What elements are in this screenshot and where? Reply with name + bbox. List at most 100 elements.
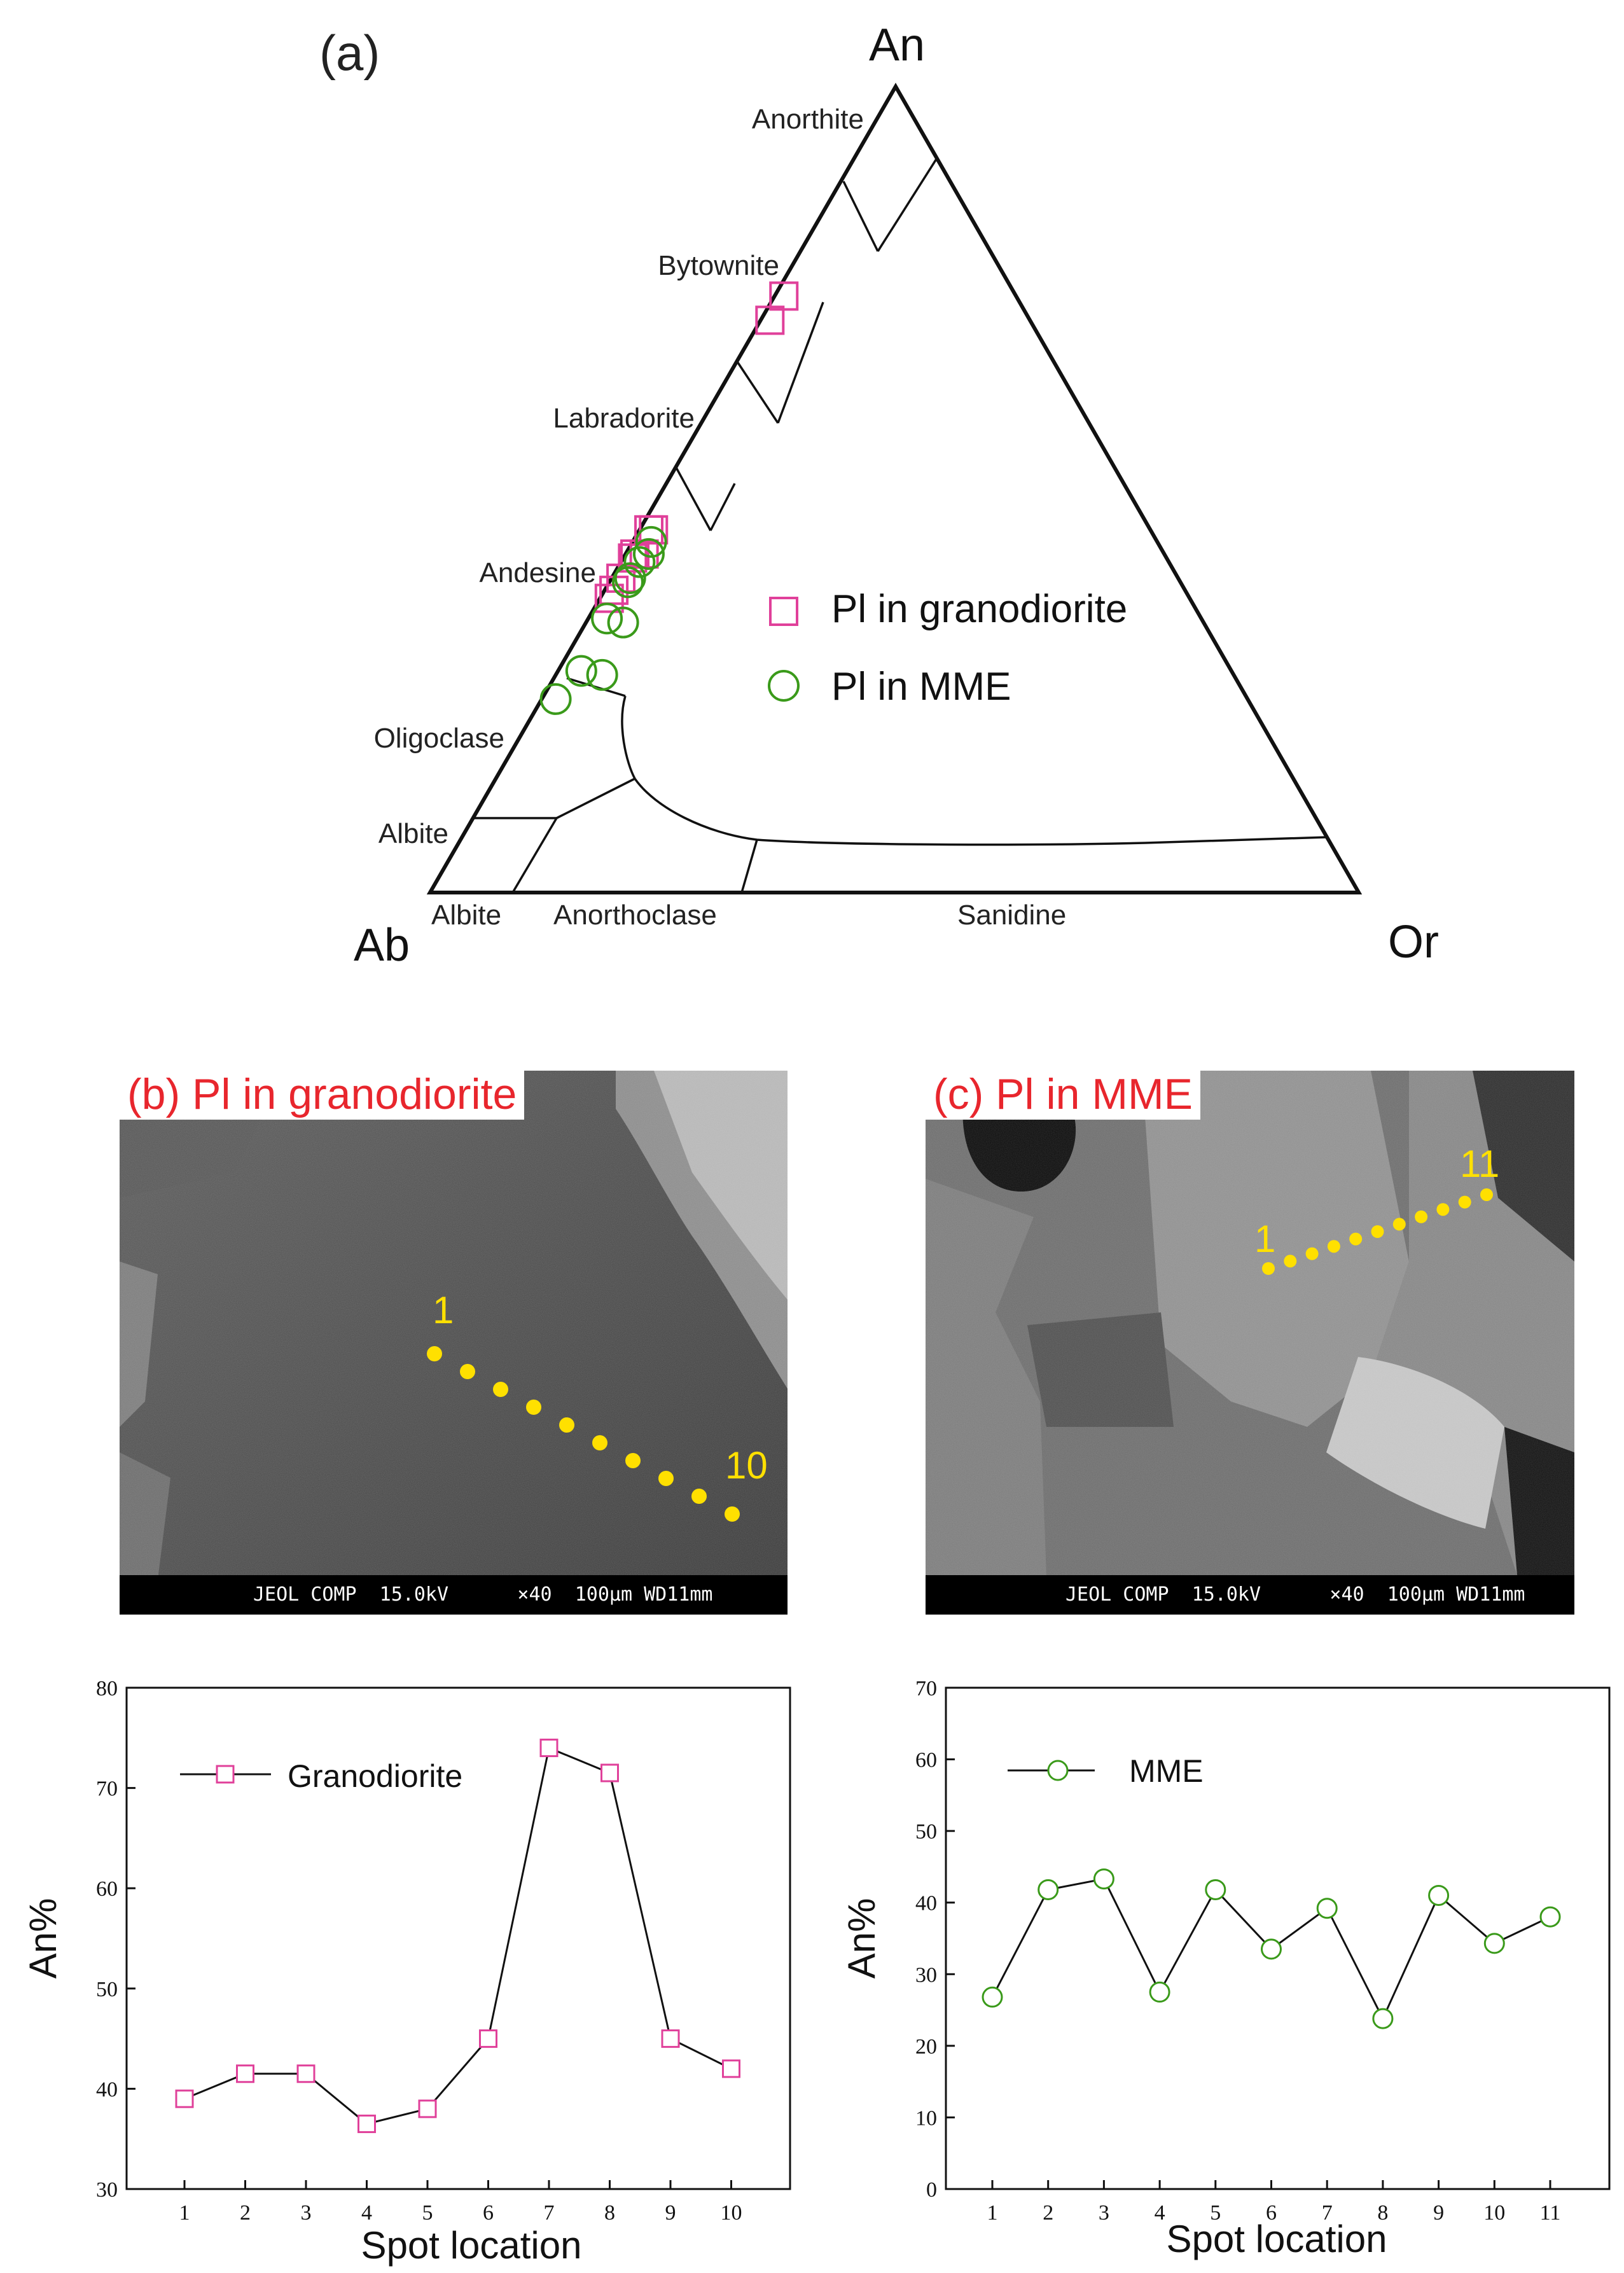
plot-frame-c bbox=[945, 1686, 1611, 2190]
sem-image-mme: JEOL COMP 15.0kV ×40 100μm WD11mm bbox=[926, 1071, 1574, 1615]
x-tick-label: 6 bbox=[1266, 2201, 1277, 2225]
data-point bbox=[982, 1986, 1003, 2008]
x-tick-label: 11 bbox=[1540, 2201, 1561, 2225]
x-tick-label: 4 bbox=[1155, 2201, 1165, 2225]
spot-dot-c bbox=[1392, 1218, 1406, 1231]
ternary-point-granodiorite bbox=[639, 515, 669, 545]
apex-label-an: An bbox=[869, 20, 925, 71]
sem-scale-bar-b: JEOL COMP 15.0kV ×40 100μm WD11mm bbox=[120, 1575, 788, 1615]
ternary-point-granodiorite bbox=[594, 583, 624, 613]
x-tick-label: 6 bbox=[483, 2201, 494, 2225]
sem-image-granodiorite: JEOL COMP 15.0kV ×40 100μm WD11mm bbox=[120, 1071, 788, 1615]
data-point bbox=[1261, 1938, 1282, 1960]
x-tick-label: 7 bbox=[544, 2201, 555, 2225]
ternary-point-mme bbox=[586, 658, 618, 691]
data-point bbox=[1428, 1884, 1450, 1906]
data-point bbox=[1205, 1879, 1226, 1900]
sem-scale-bar-c: JEOL COMP 15.0kV ×40 100μm WD11mm bbox=[926, 1575, 1574, 1615]
spot-dot-c bbox=[1480, 1188, 1493, 1201]
y-tick-label: 30 bbox=[915, 1963, 937, 1987]
y-tick-label: 40 bbox=[96, 2078, 118, 2101]
x-tick-label: 5 bbox=[422, 2201, 433, 2225]
x-tick-label: 2 bbox=[1043, 2201, 1053, 2225]
ternary-point-granodiorite bbox=[618, 543, 648, 573]
spot-dots-c bbox=[1262, 1188, 1493, 1275]
spot-dot-b bbox=[658, 1471, 674, 1486]
x-tick-label: 2 bbox=[240, 2201, 251, 2225]
data-point bbox=[539, 1739, 559, 1758]
y-tick-label: 60 bbox=[96, 1877, 118, 1901]
x-axis-title-c: Spot location bbox=[1167, 2218, 1387, 2260]
spot-traverse-b: 1 10 bbox=[427, 1289, 768, 1522]
data-point bbox=[600, 1763, 619, 1783]
spot-label-first-b: 1 bbox=[433, 1289, 454, 1331]
x-tick-label: 9 bbox=[1433, 2201, 1444, 2225]
spot-dot-b bbox=[691, 1489, 707, 1504]
data-point bbox=[418, 2099, 437, 2118]
series-line bbox=[184, 1746, 732, 2125]
field-boundaries bbox=[474, 158, 1328, 893]
apex-label-ab: Ab bbox=[354, 920, 410, 971]
label-sanidine: Sanidine bbox=[957, 900, 1066, 931]
y-tick-label: 40 bbox=[915, 1892, 937, 1915]
spot-dot-b bbox=[559, 1417, 574, 1433]
y-tick-label: 60 bbox=[915, 1749, 937, 1772]
x-tick-label: 9 bbox=[665, 2201, 676, 2225]
legend-b: Granodiorite bbox=[180, 1758, 462, 1794]
spot-label-first-c: 1 bbox=[1254, 1218, 1275, 1260]
x-tick-label: 10 bbox=[721, 2201, 742, 2225]
ternary-point-mme bbox=[565, 655, 597, 687]
spot-traverse-c: 1 11 bbox=[1254, 1143, 1499, 1275]
data-point bbox=[722, 2059, 740, 2078]
y-tick-label: 70 bbox=[915, 1677, 937, 1700]
sem-image-c bbox=[926, 1071, 1574, 1615]
data-point bbox=[1093, 1868, 1114, 1890]
apex-label-or: Or bbox=[1388, 917, 1439, 968]
x-tick-label: 4 bbox=[361, 2201, 372, 2225]
legend-c: MME bbox=[1008, 1753, 1204, 1789]
sem-title-b: (b) Pl in granodiorite bbox=[120, 1069, 525, 1120]
spot-dot-c bbox=[1305, 1247, 1319, 1260]
label-oligoclase: Oligoclase bbox=[374, 723, 504, 754]
spot-dot-c bbox=[1458, 1195, 1471, 1209]
legend-marker-c bbox=[1047, 1760, 1069, 1781]
label-albite-base: Albite bbox=[431, 900, 501, 931]
x-tick-label: 1 bbox=[179, 2201, 190, 2225]
ternary-point-mme bbox=[632, 538, 665, 570]
data-point bbox=[175, 2089, 194, 2108]
ternary-points bbox=[539, 281, 799, 715]
data-point bbox=[1149, 1981, 1170, 2003]
ternary-legend: Pl in granodiorite Pl in MME bbox=[768, 587, 1127, 709]
x-tick-label: 10 bbox=[1483, 2201, 1505, 2225]
spot-dot-b bbox=[625, 1453, 641, 1468]
field-labels: Anorthite Bytownite Labradorite Andesine… bbox=[374, 104, 1067, 931]
y-tick-label: 70 bbox=[96, 1777, 118, 1801]
series-mme bbox=[982, 1868, 1561, 2029]
legend-granodiorite-label: Pl in granodiorite bbox=[831, 587, 1127, 631]
spot-dot-c bbox=[1349, 1232, 1363, 1246]
spot-dot-c bbox=[1371, 1225, 1384, 1238]
spot-dot-c bbox=[1327, 1240, 1340, 1253]
x-tick-label: 8 bbox=[604, 2201, 615, 2225]
data-point bbox=[1316, 1898, 1338, 1919]
data-point bbox=[661, 2029, 680, 2048]
y-axis-title-c: An% bbox=[840, 1898, 883, 1979]
ternary-diagram: (a) An Ab Or Anorthite Bytownite Labrado… bbox=[319, 20, 1439, 971]
spot-dots-b bbox=[427, 1346, 740, 1522]
legend-circle-marker bbox=[768, 670, 800, 702]
sem-title-c: (c) Pl in MME bbox=[926, 1069, 1200, 1120]
y-tick-label: 50 bbox=[96, 1978, 118, 2001]
legend-square-marker bbox=[769, 597, 798, 626]
label-anorthite: Anorthite bbox=[752, 104, 864, 135]
ternary-outline bbox=[426, 82, 1363, 894]
spot-dot-b bbox=[725, 1506, 740, 1522]
label-albite-side: Albite bbox=[378, 818, 448, 849]
x-tick-label: 7 bbox=[1322, 2201, 1333, 2225]
ternary-point-mme bbox=[539, 683, 572, 715]
y-tick-label: 50 bbox=[915, 1820, 937, 1844]
series-granodiorite bbox=[175, 1739, 740, 2134]
spot-dot-c bbox=[1415, 1210, 1428, 1223]
x-axis-title-b: Spot location bbox=[361, 2224, 582, 2267]
data-point bbox=[357, 2115, 376, 2134]
data-point bbox=[1372, 2008, 1394, 2029]
